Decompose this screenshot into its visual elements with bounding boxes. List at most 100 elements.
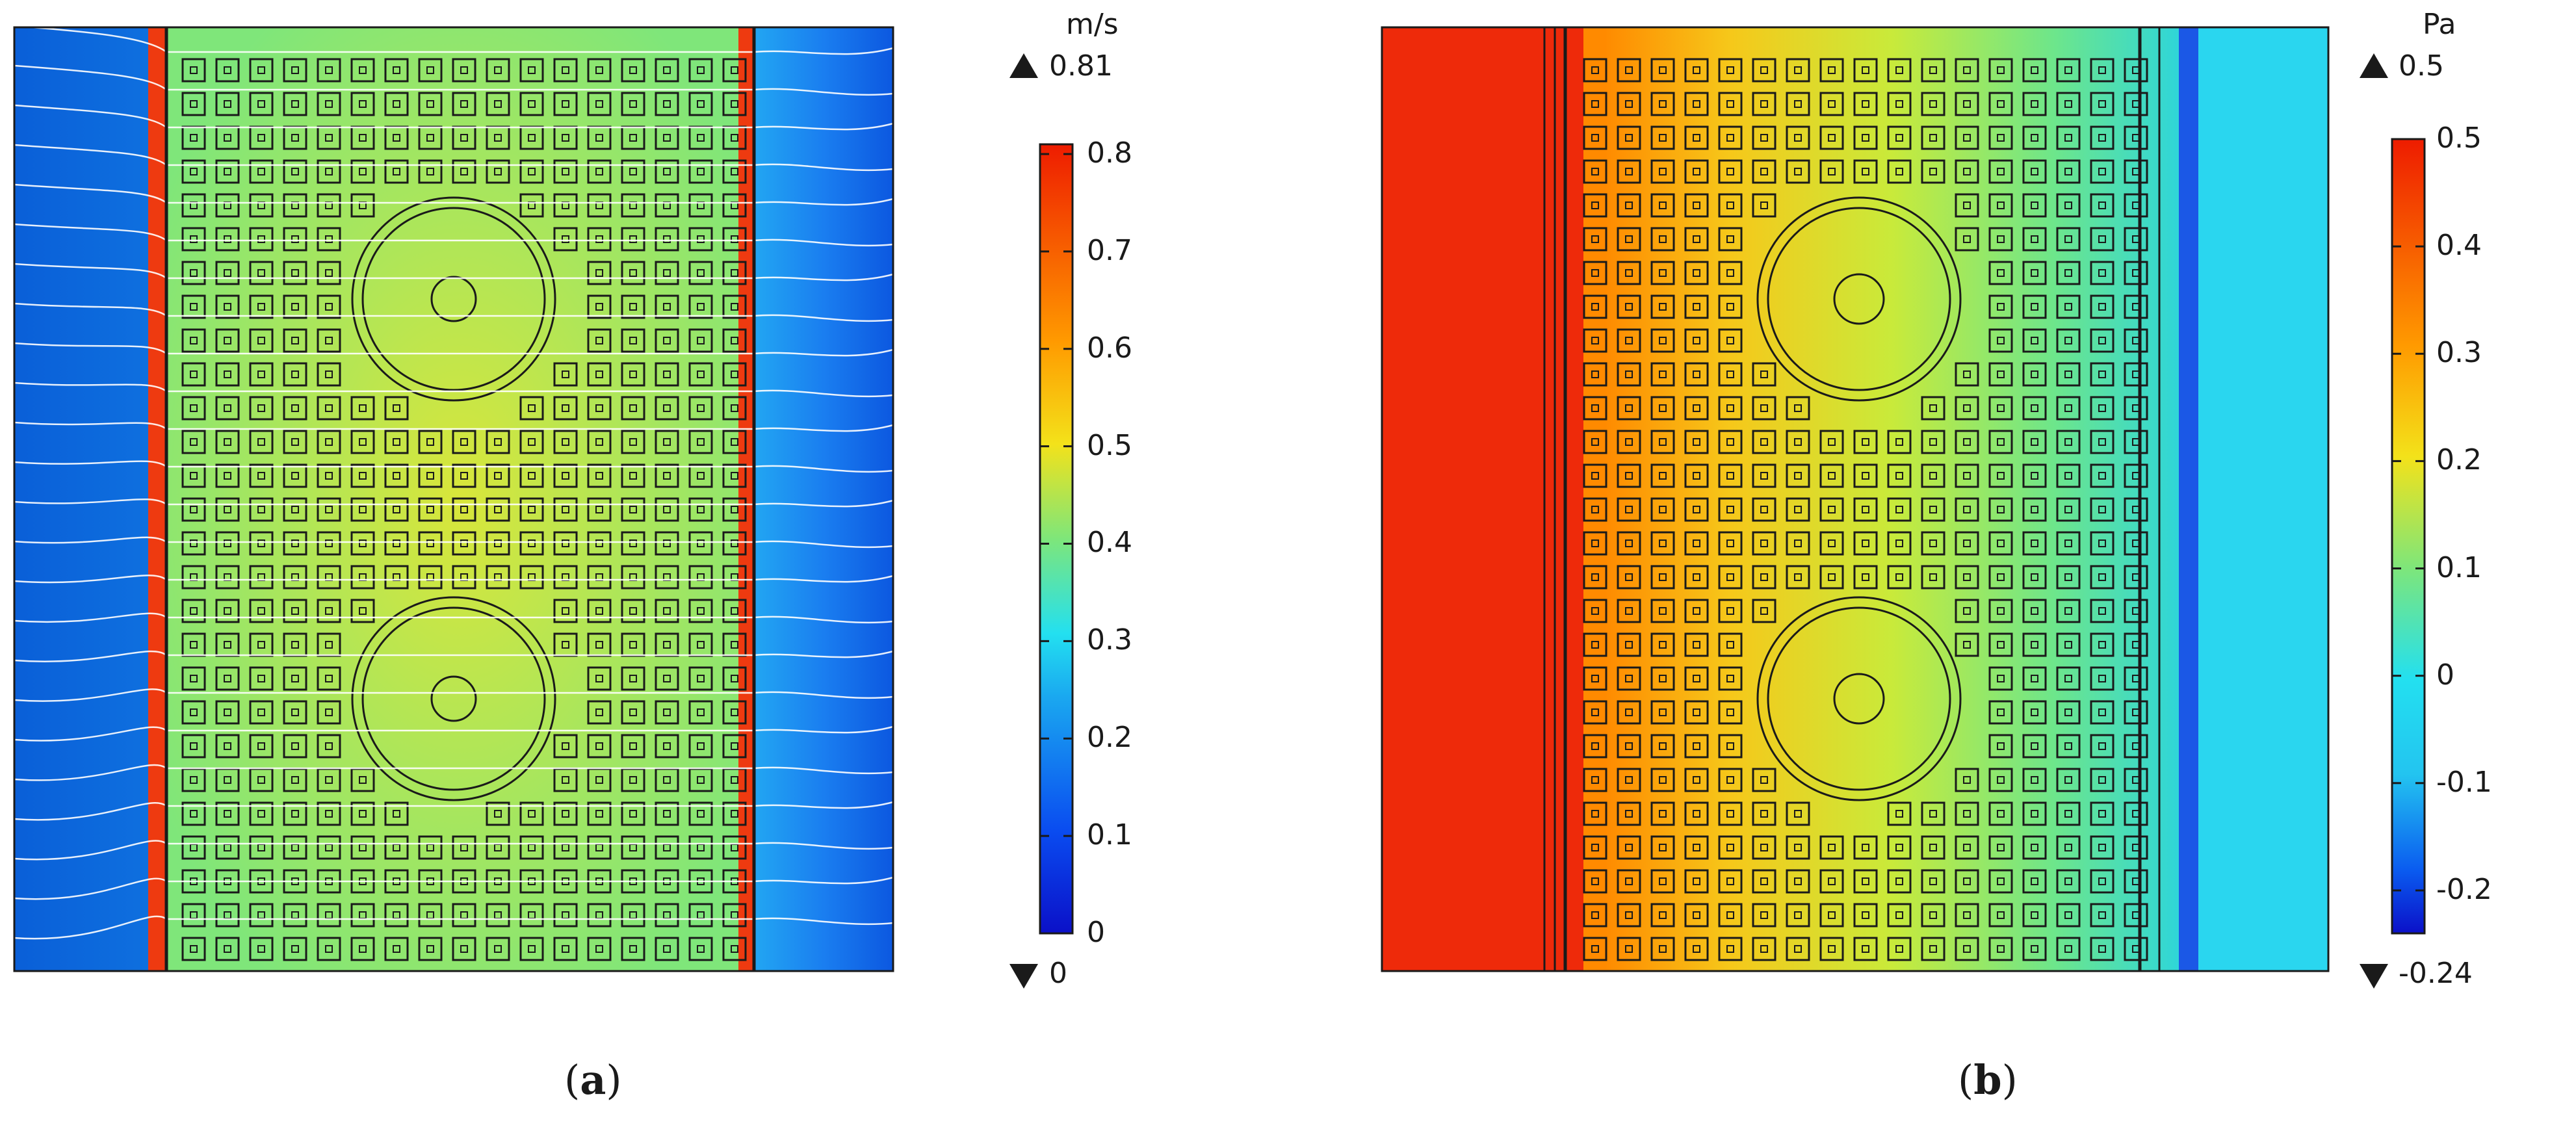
obstacle-square	[2124, 768, 2148, 792]
obstacle-core	[1693, 539, 1700, 547]
obstacle-square	[1617, 58, 1641, 83]
obstacle-core	[1963, 877, 1971, 885]
obstacle-square	[722, 835, 747, 860]
obstacle-square	[1853, 937, 1878, 961]
obstacle-square	[1718, 227, 1743, 252]
obstacle-core	[1997, 539, 2005, 547]
obstacle-square	[2022, 599, 2047, 623]
obstacle-core	[1659, 641, 1667, 649]
obstacle-square	[1752, 531, 1776, 556]
obstacle-square	[2022, 632, 2047, 657]
obstacle-core	[1929, 844, 1937, 851]
obstacle-square	[1617, 497, 1641, 522]
obstacle-square	[1752, 463, 1776, 488]
obstacle-core	[393, 66, 400, 74]
obstacle-core	[1997, 303, 2005, 311]
obstacle-square	[1887, 463, 1912, 488]
obstacle-square	[486, 531, 510, 556]
obstacle-core	[2064, 269, 2072, 277]
obstacle-core	[528, 404, 536, 412]
obstacle-core	[1997, 708, 2005, 716]
panel-a-velocity: m/s 0.81 0 0.8 0.7 0.6 0.5 0.4 0.3 0.2 0.1 0 (a)	[0, 0, 1287, 1129]
obstacle-core	[224, 945, 231, 953]
obstacle-square	[1684, 58, 1709, 83]
obstacle-core	[1693, 877, 1700, 885]
obstacle-core	[257, 303, 265, 311]
obstacle-core	[1828, 877, 1836, 885]
obstacle-core	[190, 303, 198, 311]
obstacle-core	[1895, 506, 1903, 513]
obstacle-core	[663, 404, 671, 412]
obstacle-square	[384, 463, 409, 488]
obstacle-core	[1726, 776, 1734, 784]
obstacle-square	[486, 835, 510, 860]
obstacle-core	[1997, 472, 2005, 480]
obstacle-square	[283, 700, 307, 725]
obstacle-core	[1625, 235, 1633, 243]
obstacle-square	[2090, 768, 2114, 792]
obstacle-core	[1625, 844, 1633, 851]
obstacle-square	[621, 937, 645, 961]
obstacle-core	[1591, 100, 1599, 108]
obstacle-core	[1693, 675, 1700, 682]
obstacle-square	[350, 497, 375, 522]
obstacle-square	[1617, 632, 1641, 657]
obstacle-square	[2056, 430, 2081, 454]
obstacle-core	[562, 438, 569, 446]
obstacle-core	[2064, 66, 2072, 74]
obstacle-square	[1583, 430, 1607, 454]
obstacle-square	[1955, 937, 1979, 961]
obstacle-square	[655, 430, 679, 454]
obstacle-square	[350, 430, 375, 454]
obstacle-square	[452, 937, 476, 961]
obstacle-square	[621, 801, 645, 826]
obstacle-core	[731, 675, 738, 682]
obstacle-square	[249, 599, 274, 623]
obstacle-core	[1997, 134, 2005, 142]
obstacle-core	[2064, 506, 2072, 513]
colorbar-tick-label: 0.3	[2436, 336, 2482, 370]
obstacle-core	[1591, 877, 1599, 885]
obstacle-square	[1684, 869, 1709, 894]
obstacle-square	[2124, 463, 2148, 488]
obstacle-core	[1591, 472, 1599, 480]
obstacle-square	[2022, 294, 2047, 319]
obstacle-square	[621, 599, 645, 623]
obstacle-core	[1726, 810, 1734, 818]
obstacle-core	[1693, 404, 1700, 412]
obstacle-square	[1819, 531, 1844, 556]
obstacle-square	[2090, 565, 2114, 590]
obstacle-square	[688, 396, 713, 421]
obstacle-core	[1659, 742, 1667, 750]
obstacle-square	[688, 193, 713, 218]
obstacle-square	[1583, 869, 1607, 894]
obstacle-square	[553, 58, 578, 83]
obstacle-square	[2124, 734, 2148, 759]
obstacle-core	[663, 742, 671, 750]
obstacle-square	[519, 801, 544, 826]
obstacle-core	[190, 472, 198, 480]
obstacle-core	[1963, 506, 1971, 513]
obstacle-square	[2090, 632, 2114, 657]
obstacle-core	[2064, 134, 2072, 142]
obstacle-square	[1988, 193, 2013, 218]
obstacle-core	[1760, 776, 1768, 784]
obstacle-core	[731, 945, 738, 953]
obstacle-square	[181, 328, 206, 353]
obstacle-square	[283, 193, 307, 218]
obstacle-core	[595, 742, 603, 750]
obstacle-square	[1650, 565, 1675, 590]
obstacle-core	[731, 506, 738, 513]
obstacle-square	[317, 565, 341, 590]
obstacle-core	[528, 100, 536, 108]
obstacle-square	[249, 362, 274, 387]
obstacle-core	[1659, 539, 1667, 547]
obstacle-square	[1955, 396, 1979, 421]
obstacle-core	[562, 66, 569, 74]
obstacle-square	[2022, 227, 2047, 252]
obstacle-core	[1625, 201, 1633, 209]
obstacle-square	[2090, 362, 2114, 387]
obstacle-core	[663, 945, 671, 953]
obstacle-core	[1895, 539, 1903, 547]
obstacle-core	[426, 66, 434, 74]
